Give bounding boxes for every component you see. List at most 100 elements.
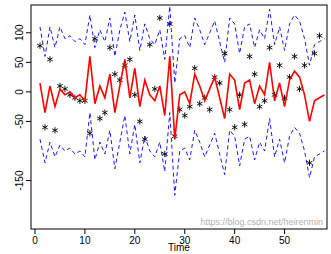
point [132, 92, 138, 98]
point-stroke [222, 52, 228, 55]
point [302, 62, 308, 68]
point-stroke [207, 108, 213, 111]
point [37, 43, 43, 49]
point [102, 109, 108, 115]
point [292, 53, 298, 59]
point [127, 56, 133, 62]
point-stroke [102, 111, 108, 114]
point-stroke [262, 99, 268, 102]
point-stroke [52, 129, 58, 132]
point-stroke [302, 64, 308, 67]
point-stroke [197, 102, 203, 105]
x-tick-label: 40 [229, 235, 241, 246]
point-stroke [152, 87, 158, 90]
point-stroke [317, 34, 323, 37]
x-tick [134, 229, 135, 234]
point-stroke [97, 117, 103, 120]
band-line [40, 113, 325, 196]
point-stroke [97, 117, 103, 120]
point [247, 53, 253, 59]
band-line [40, 6, 325, 83]
point-stroke [52, 129, 58, 132]
x-tick [184, 229, 185, 234]
point-stroke [317, 34, 323, 37]
x-tick-label: 20 [129, 235, 141, 246]
y-tick [26, 180, 31, 181]
point-stroke [232, 126, 238, 129]
point-stroke [137, 120, 143, 123]
point-stroke [217, 81, 223, 84]
point [262, 98, 268, 104]
point-stroke [227, 108, 233, 111]
point-stroke [42, 126, 48, 129]
point-stroke [152, 87, 158, 90]
point-stroke [302, 64, 308, 67]
point-stroke [127, 58, 133, 61]
point-stroke [292, 55, 298, 58]
point-stroke [132, 93, 138, 96]
x-tick [234, 229, 235, 234]
point [112, 71, 118, 77]
x-tick [84, 229, 85, 234]
point-stroke [217, 81, 223, 84]
x-tick-label: 50 [279, 235, 291, 246]
point [77, 98, 83, 104]
point-stroke [42, 126, 48, 129]
point-stroke [182, 114, 188, 117]
point [242, 121, 248, 127]
point-stroke [247, 55, 253, 58]
point [257, 103, 263, 109]
x-tick-label: 10 [79, 235, 91, 246]
point-stroke [47, 58, 53, 61]
point-stroke [77, 99, 83, 102]
point-stroke [107, 46, 113, 49]
point-stroke [182, 114, 188, 117]
point [267, 44, 273, 50]
point-stroke [267, 46, 273, 49]
chart: 01020304050-150-50050100Timehttps://blog… [0, 0, 331, 254]
point-stroke [247, 55, 253, 58]
y-tick-label: 100 [14, 24, 25, 41]
point [47, 56, 53, 62]
point-stroke [192, 67, 198, 70]
point-stroke [242, 123, 248, 126]
point-stroke [137, 120, 143, 123]
point [217, 80, 223, 86]
y-tick [26, 62, 31, 63]
point-stroke [252, 73, 258, 76]
y-tick-label: 0 [14, 89, 25, 95]
point [62, 86, 68, 92]
point [52, 127, 58, 133]
point [192, 65, 198, 71]
y-tick-label: -50 [14, 114, 25, 129]
point-stroke [307, 161, 313, 164]
plot-area [37, 6, 324, 195]
point-stroke [57, 84, 63, 87]
point-stroke [297, 87, 303, 90]
point-stroke [277, 64, 283, 67]
point-stroke [57, 84, 63, 87]
point-stroke [297, 87, 303, 90]
point [277, 62, 283, 68]
point-stroke [107, 46, 113, 49]
point-stroke [62, 87, 68, 90]
point-stroke [222, 52, 228, 55]
point-stroke [77, 99, 83, 102]
y-tick-label: 50 [14, 56, 25, 68]
point-stroke [112, 73, 118, 76]
fitted-line [40, 56, 325, 139]
point-stroke [207, 108, 213, 111]
point-stroke [127, 58, 133, 61]
x-axis-label: Time [168, 242, 190, 253]
point-stroke [142, 138, 148, 141]
point [317, 33, 323, 39]
point-stroke [292, 55, 298, 58]
point-stroke [252, 73, 258, 76]
point [232, 124, 238, 130]
point-stroke [257, 105, 263, 108]
point [137, 118, 143, 124]
point-stroke [37, 44, 43, 47]
plot-frame [31, 5, 327, 229]
point-stroke [307, 161, 313, 164]
point [42, 124, 48, 130]
